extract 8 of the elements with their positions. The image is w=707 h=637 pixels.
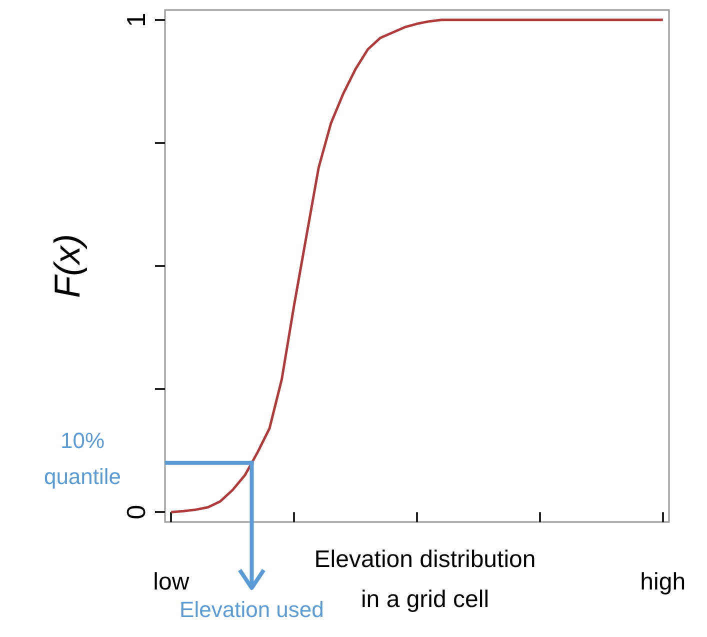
y-tick-label: 1 xyxy=(121,12,151,28)
annotation: Elevation used xyxy=(180,597,324,622)
text: 10% quantile xyxy=(42,426,122,491)
x-tick-label: high xyxy=(640,568,686,596)
y-tick-label: 0 xyxy=(121,504,151,520)
x-tick-label: low xyxy=(153,568,190,596)
y-axis-title: F(x) xyxy=(46,234,88,298)
line-series xyxy=(170,18,664,514)
